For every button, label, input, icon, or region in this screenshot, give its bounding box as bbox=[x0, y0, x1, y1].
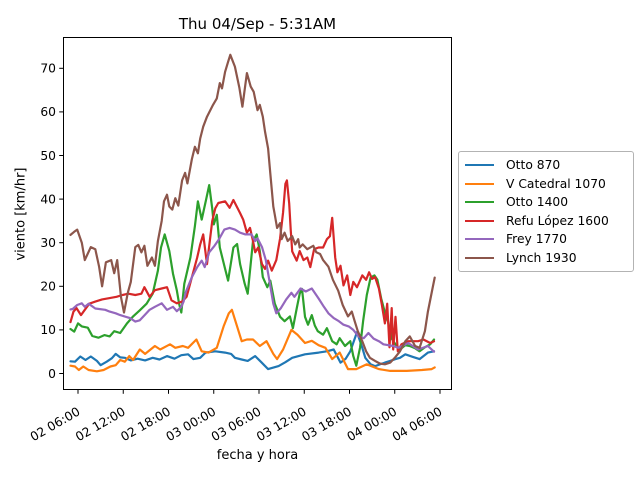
series-line-refu-l-pez-1600 bbox=[69, 179, 436, 353]
legend-line-swatch bbox=[465, 238, 494, 241]
y-tick-label: 60 bbox=[40, 105, 56, 119]
legend-item: Frey 1770 bbox=[459, 230, 633, 249]
legend-item: Refu López 1600 bbox=[459, 212, 633, 231]
legend-label: V Catedral 1070 bbox=[506, 176, 606, 191]
series-line-v-catedral-1070 bbox=[69, 308, 436, 373]
series-line-frey-1770 bbox=[69, 226, 436, 353]
legend-item: V Catedral 1070 bbox=[459, 175, 633, 194]
x-tick-label: 03 12:00 bbox=[254, 404, 309, 444]
legend-line-swatch bbox=[465, 219, 494, 222]
legend-label: Frey 1770 bbox=[506, 232, 568, 247]
x-axis-label: fecha y hora bbox=[216, 448, 299, 463]
legend-line-swatch bbox=[465, 256, 494, 259]
chart-title: Thu 04/Sep - 5:31AM bbox=[178, 15, 337, 33]
legend-line-swatch bbox=[465, 201, 494, 204]
y-axis-label: viento [km/hr] bbox=[13, 167, 29, 261]
legend: Otto 870 V Catedral 1070 Otto 1400 Refu Lóp… bbox=[458, 151, 634, 272]
legend-item: Otto 870 bbox=[459, 156, 633, 175]
x-tick-label: 04 06:00 bbox=[390, 404, 445, 444]
legend-label: Otto 1400 bbox=[506, 195, 569, 210]
x-tick-label: 02 06:00 bbox=[28, 404, 83, 444]
axes-frame bbox=[63, 37, 452, 390]
x-tick-label: 02 18:00 bbox=[118, 404, 173, 444]
y-tick-label: 30 bbox=[40, 236, 56, 250]
legend-label: Lynch 1930 bbox=[506, 250, 577, 265]
y-tick-label: 50 bbox=[40, 149, 56, 163]
x-tick-label: 03 06:00 bbox=[209, 404, 264, 444]
x-tick-label: 03 18:00 bbox=[299, 404, 354, 444]
y-tick-label: 20 bbox=[40, 280, 56, 294]
y-tick-label: 10 bbox=[40, 323, 56, 337]
series-line-otto-870 bbox=[69, 331, 436, 371]
x-tick-label: 03 00:00 bbox=[164, 404, 219, 444]
y-tick-label: 40 bbox=[40, 192, 56, 206]
x-tick-label: 02 12:00 bbox=[73, 404, 128, 444]
legend-line-swatch bbox=[465, 182, 494, 185]
y-tick-label: 0 bbox=[48, 367, 56, 381]
series-line-lynch-1930 bbox=[69, 53, 436, 366]
legend-item: Otto 1400 bbox=[459, 193, 633, 212]
x-tick-label: 04 00:00 bbox=[345, 404, 400, 444]
legend-label: Refu López 1600 bbox=[506, 213, 609, 228]
y-tick-label: 70 bbox=[40, 62, 56, 76]
legend-label: Otto 870 bbox=[506, 158, 561, 173]
legend-line-swatch bbox=[465, 164, 494, 167]
legend-item: Lynch 1930 bbox=[459, 249, 633, 268]
